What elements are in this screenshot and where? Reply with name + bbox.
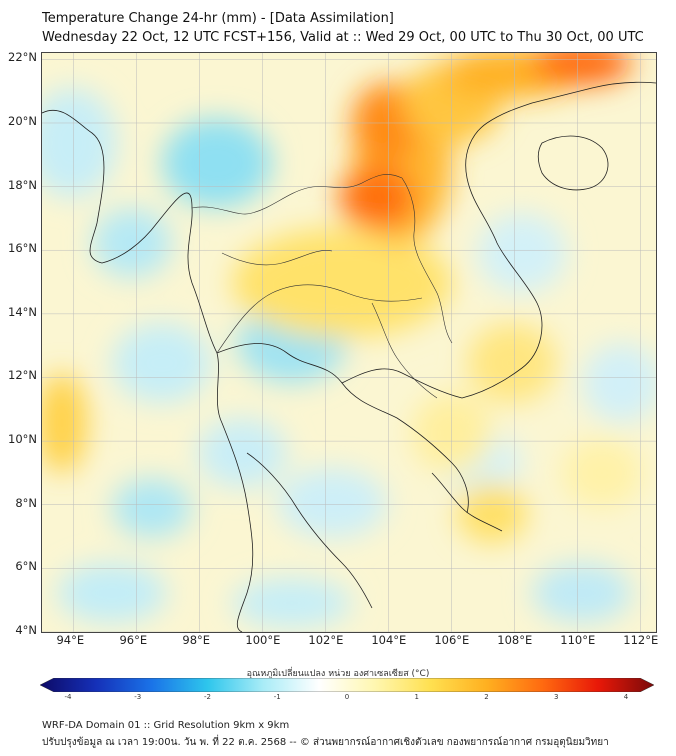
map-canvas — [42, 53, 656, 632]
lat-label: 16°N — [8, 241, 37, 256]
colorbar-tick-label: -2 — [204, 693, 211, 701]
lat-label: 18°N — [8, 177, 37, 192]
colorbar-tick-label: 0 — [344, 693, 350, 701]
lat-label: 20°N — [8, 113, 37, 128]
colorbar-tick-label: -1 — [273, 693, 281, 701]
lon-label: 94°E — [56, 633, 85, 647]
lon-label: 100°E — [245, 633, 281, 647]
borders — [191, 174, 453, 399]
map-subtitle: Wednesday 22 Oct, 12 UTC FCST+156, Valid… — [42, 30, 644, 45]
map-title: Temperature Change 24-hr (mm) - [Data As… — [42, 11, 394, 26]
colorbar-tick-label: 2 — [484, 693, 489, 701]
colorbar-tick-label: 3 — [554, 693, 559, 701]
colorbar-title: อุณหภูมิเปลี่ยนแปลง หน่วย องศาเซลเซียส (… — [246, 669, 430, 679]
lon-label: 108°E — [497, 633, 533, 647]
lat-label: 6°N — [15, 559, 37, 574]
footer-update-info: ปรับปรุงข้อมูล ณ เวลา 19:00น. วัน พ. ที่… — [42, 737, 609, 748]
lat-label: 8°N — [15, 495, 37, 510]
colorbar-tick-label: -3 — [134, 693, 142, 701]
lat-lon-grid — [42, 53, 656, 632]
lat-label: 10°N — [8, 432, 37, 447]
colorbar-tick-label: -4 — [64, 693, 72, 701]
colorbar-bar — [40, 678, 654, 692]
lon-label: 102°E — [308, 633, 344, 647]
lat-label: 14°N — [8, 304, 37, 319]
footer-model-info: WRF-DA Domain 01 :: Grid Resolution 9km … — [42, 720, 290, 731]
lon-label: 110°E — [560, 633, 596, 647]
lat-label: 12°N — [8, 368, 37, 383]
lon-label: 112°E — [623, 633, 659, 647]
lat-label: 4°N — [15, 623, 37, 637]
lon-label: 104°E — [371, 633, 407, 647]
colorbar — [40, 678, 654, 692]
temperature-change-map — [41, 52, 657, 633]
colorbar-tick-label: 1 — [414, 693, 419, 701]
lon-label: 98°E — [182, 633, 211, 647]
lon-label: 106°E — [434, 633, 470, 647]
lat-label: 22°N — [8, 50, 37, 65]
coastlines — [42, 81, 656, 632]
lon-label: 96°E — [119, 633, 148, 647]
colorbar-tick-label: 4 — [623, 693, 629, 701]
